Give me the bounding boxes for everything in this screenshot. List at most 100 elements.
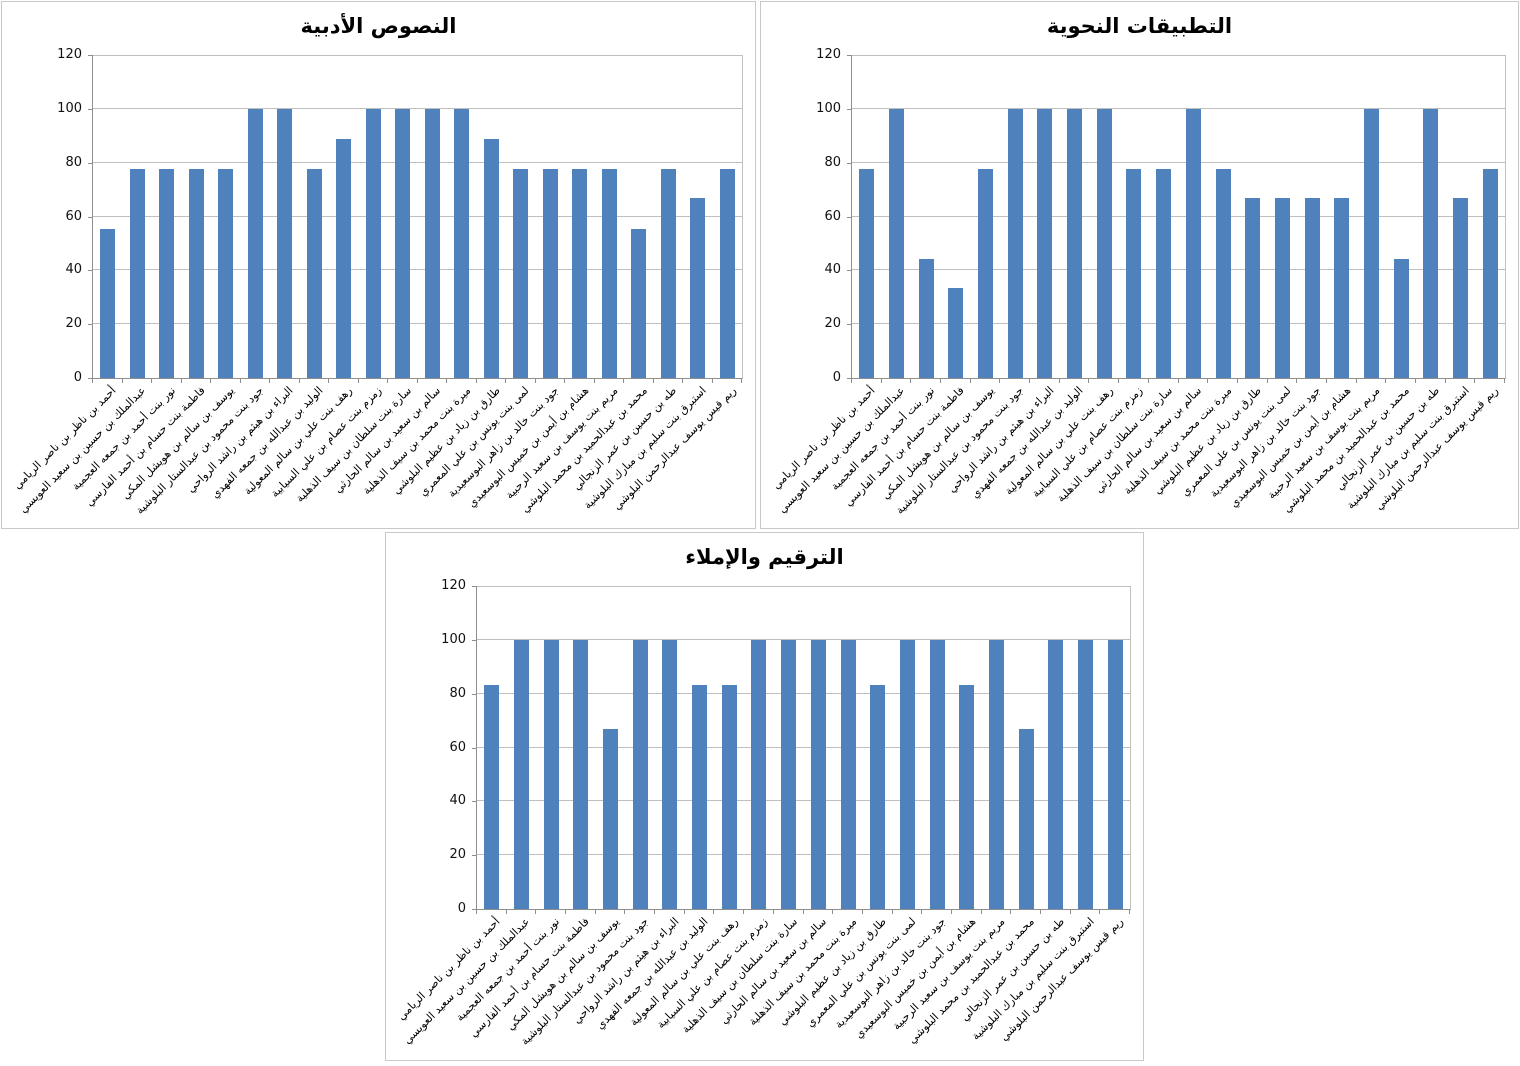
x-axis-tick xyxy=(741,379,742,383)
gridline xyxy=(477,746,1130,748)
bar xyxy=(1274,198,1290,378)
chart-title: النصوص الأدبية xyxy=(300,14,457,38)
x-axis-tick xyxy=(210,379,211,383)
y-axis-label: 40 xyxy=(449,793,466,809)
gridline xyxy=(477,800,1130,802)
bar xyxy=(781,639,797,909)
y-axis-label: 60 xyxy=(65,208,82,224)
bar xyxy=(513,168,529,378)
x-axis-tick xyxy=(1177,379,1179,383)
x-axis-tick xyxy=(1385,379,1387,383)
bar xyxy=(188,168,204,378)
chart-grammar-applications: التطبيقات النحوية 0 20 40 60 80 100 120 أحمد بن… xyxy=(760,1,1519,529)
bar xyxy=(751,639,767,909)
y-axis-label: 120 xyxy=(57,47,82,62)
bar xyxy=(1185,108,1201,378)
x-axis-tick xyxy=(1147,379,1149,383)
y-axis-tick xyxy=(88,270,92,272)
y-axis-label: 80 xyxy=(824,154,841,170)
x-axis-tick xyxy=(880,379,882,383)
y-axis-tick xyxy=(88,378,92,379)
x-axis-tick xyxy=(594,910,596,914)
gridline xyxy=(93,107,742,109)
x-axis-tick xyxy=(682,379,683,383)
x-axis-tick xyxy=(654,910,656,914)
x-axis-tick xyxy=(505,910,507,914)
gridline xyxy=(852,215,1505,217)
y-axis-label: 60 xyxy=(824,208,841,224)
bar xyxy=(1126,168,1142,378)
x-axis-tick xyxy=(891,910,893,914)
bar xyxy=(573,639,589,909)
bar xyxy=(660,168,676,378)
x-axis-tick xyxy=(593,379,595,383)
bar xyxy=(1245,198,1261,378)
gridline xyxy=(93,269,742,271)
bar xyxy=(454,108,470,378)
bar xyxy=(918,258,934,378)
y-axis-label: 100 xyxy=(816,100,841,116)
x-axis-tick xyxy=(564,379,565,383)
x-axis-tick xyxy=(683,910,685,914)
bar xyxy=(690,198,706,378)
bar xyxy=(1215,168,1231,378)
x-axis-tick xyxy=(980,910,982,914)
bar xyxy=(631,228,647,378)
bar xyxy=(247,108,263,378)
bar xyxy=(1048,639,1064,909)
y-axis-label: 120 xyxy=(441,578,466,593)
x-axis-tick xyxy=(269,379,270,383)
x-axis-tick xyxy=(624,910,626,914)
x-axis-tick xyxy=(534,379,536,383)
x-axis-tick xyxy=(565,910,567,914)
x-axis-tick xyxy=(743,910,745,914)
x-axis-tick xyxy=(1474,379,1476,383)
bar xyxy=(1018,729,1034,909)
x-axis-tick xyxy=(711,379,713,383)
chart-title: الترقيم والإملاء xyxy=(685,545,844,569)
x-axis-tick xyxy=(1069,910,1071,914)
x-axis-tick xyxy=(298,379,300,383)
bar xyxy=(543,639,559,909)
gridline xyxy=(852,107,1505,109)
x-axis-tick xyxy=(1099,910,1101,914)
bar xyxy=(1156,168,1172,378)
bar xyxy=(100,228,116,378)
x-axis-tick xyxy=(357,379,359,383)
y-axis-label: 40 xyxy=(65,262,82,278)
y-axis-label: 0 xyxy=(832,370,841,385)
plot-area xyxy=(476,586,1131,910)
x-axis-tick xyxy=(535,910,537,914)
bar xyxy=(483,138,499,378)
x-axis-tick xyxy=(328,379,329,383)
bar xyxy=(395,108,411,378)
y-axis-tick xyxy=(88,216,92,218)
y-axis-tick xyxy=(847,216,851,218)
x-axis-tick xyxy=(121,379,123,383)
x-axis-tick xyxy=(387,379,388,383)
x-axis-tick xyxy=(802,910,804,914)
y-axis-tick xyxy=(472,586,476,587)
bar xyxy=(1077,639,1093,909)
gridline xyxy=(852,323,1505,325)
x-axis-tick xyxy=(950,910,952,914)
bar xyxy=(218,168,234,378)
x-axis-tick xyxy=(713,910,715,914)
x-axis-tick xyxy=(475,379,477,383)
y-axis-tick xyxy=(847,324,851,326)
y-axis-label: 120 xyxy=(816,47,841,62)
gridline xyxy=(852,269,1505,271)
x-axis-tick xyxy=(1207,379,1209,383)
bar xyxy=(662,639,678,909)
y-axis-tick xyxy=(88,108,92,110)
bar xyxy=(1304,198,1320,378)
bar xyxy=(859,168,875,378)
bar xyxy=(336,138,352,378)
bar xyxy=(159,168,175,378)
bar xyxy=(129,168,145,378)
bar xyxy=(1096,108,1112,378)
x-axis-tick xyxy=(1325,379,1327,383)
x-axis-tick xyxy=(1118,379,1120,383)
chart-title: التطبيقات النحوية xyxy=(1046,14,1233,38)
x-axis-tick xyxy=(1504,379,1505,383)
